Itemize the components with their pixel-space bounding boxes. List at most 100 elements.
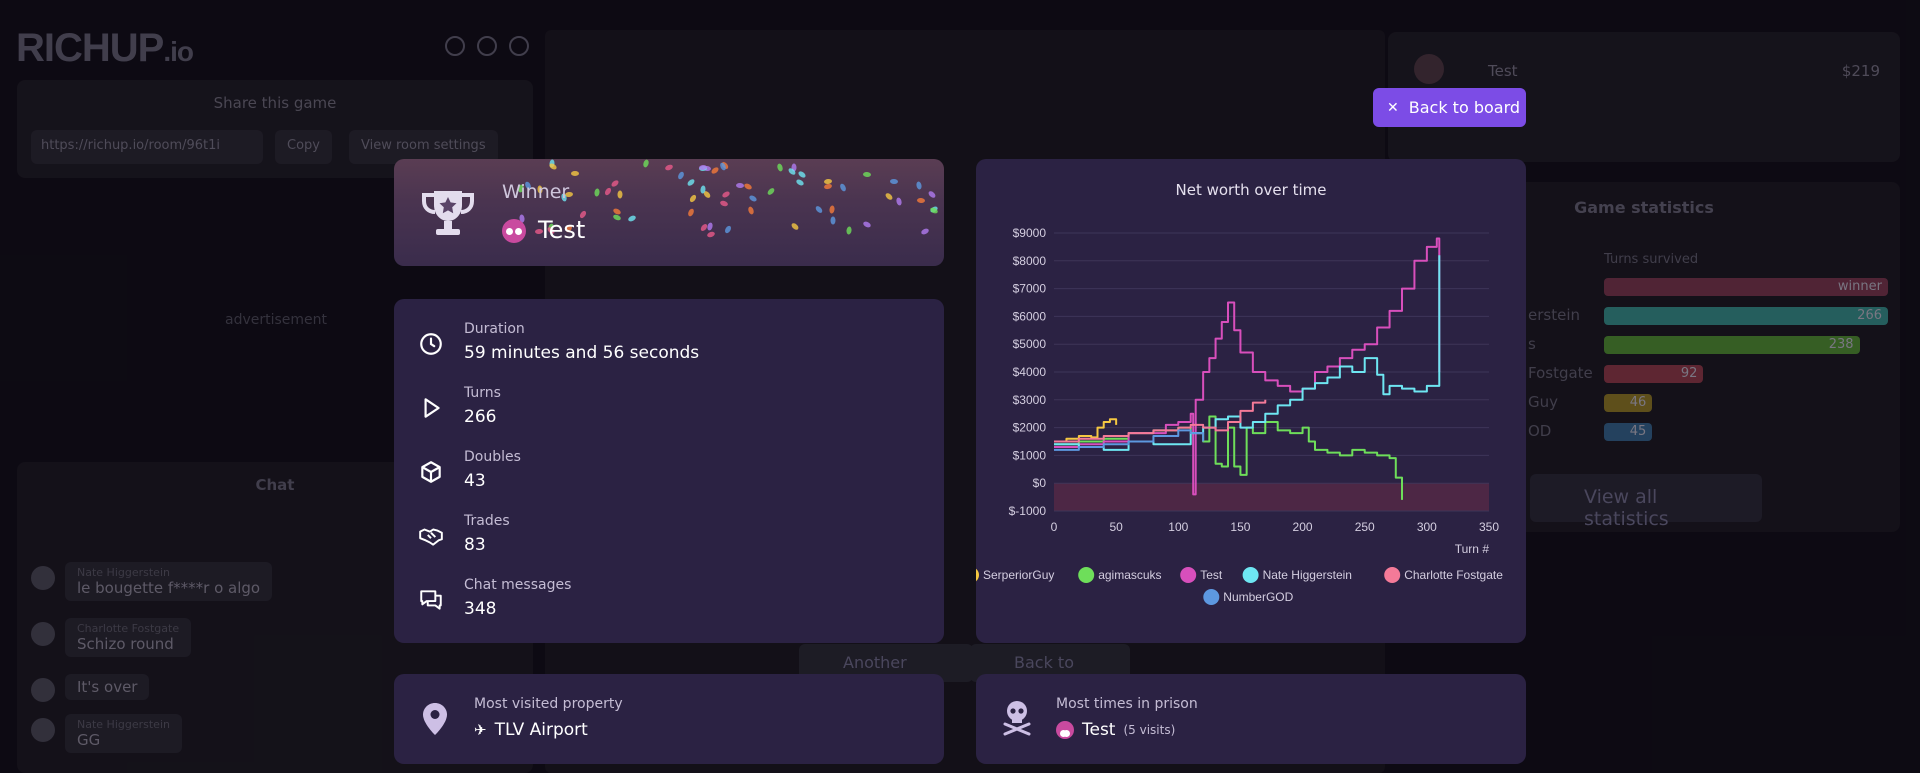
view-all-statistics-button[interactable]: View all statistics [1530,474,1762,530]
confetti-piece [710,166,720,176]
play-icon [424,398,440,418]
y-tick-label: $2000 [1013,421,1047,435]
x-tick-label: 350 [1479,520,1499,534]
confetti-piece [664,163,674,172]
confetti-piece [920,226,930,236]
stat-turns: Turns 266 [418,385,501,427]
legend-label: agimascuks [1098,568,1161,582]
y-tick-label: $8000 [1013,254,1047,268]
legend-swatch [1203,589,1220,605]
negative-zone [1054,483,1489,511]
stat-doubles: Doubles 43 [418,449,521,491]
most-prison-value: Test (5 visits) [1056,720,1175,740]
most-visited-value: ✈ TLV Airport [474,720,588,740]
chat-title: Chat [255,476,295,494]
advertisement: advertisement [225,312,328,328]
confetti-piece [823,183,833,191]
copy-button[interactable]: Copy [275,130,332,164]
player-label: erstein [1528,306,1580,324]
confetti-piece [776,163,784,173]
x-tick-label: 250 [1355,520,1375,534]
chat-message: Nate Higgerstein le bougette f****r o alg… [31,562,273,601]
handshake-icon [419,528,443,546]
confetti-piece [642,159,650,169]
legend-label: Charlotte Fostgate [1404,568,1503,582]
avatar [31,622,55,646]
confetti-piece [571,171,580,177]
player-label: Fostgate [1528,364,1593,382]
sound-icon[interactable] [509,36,529,56]
legend-swatch [1242,567,1259,583]
confetti-piece [698,164,708,170]
legend-label: Test [1200,568,1223,582]
net-worth-chart-card: Net worth over time $-1000 $0 $1000 $2000 $3… [976,159,1526,643]
most-visited-property-card: Most visited property ✈ TLV Airport [394,674,944,764]
confetti-piece [688,194,697,204]
location-pin-icon [423,703,447,735]
x-tick-label: 0 [1051,520,1058,534]
turns-survived-bar: 238 [1604,336,1860,354]
stat-duration: Duration 59 minutes and 56 seconds [418,321,699,363]
y-tick-label: $-1000 [1009,504,1047,518]
series-line [1054,418,1118,443]
confetti-piece [612,213,623,222]
winner-card: Winner Test [394,159,944,266]
legend-label: NumberGOD [1223,590,1293,604]
confetti-piece [915,181,923,191]
confetti-piece [723,224,732,235]
share-url-input[interactable]: https://richup.io/room/96t1i [31,130,263,164]
confetti-piece [828,205,835,214]
confetti-piece [890,178,899,185]
turns-survived-label: Turns survived [1604,252,1699,267]
chart-title: Net worth over time [1175,181,1327,199]
avatar [31,718,55,742]
turns-survived-bar: 92 [1604,365,1704,383]
stat-trades: Trades 83 [418,513,510,555]
chat-message: Charlotte Fostgate Schizo round [31,618,192,657]
y-tick-label: $4000 [1013,365,1047,379]
confetti-piece [719,199,729,208]
x-tick-label: 300 [1417,520,1437,534]
y-tick-label: $3000 [1013,393,1047,407]
confetti-piece [617,190,624,199]
game-stats-title: Game statistics [1574,198,1714,217]
room-settings-button[interactable]: View room settings [349,130,498,164]
confetti-piece [862,171,872,178]
avatar [1056,721,1074,739]
player-label: OD [1528,422,1552,440]
avatar [502,219,526,243]
y-tick-label: $0 [1033,476,1047,490]
stat-chat-messages: Chat messages 348 [418,577,571,619]
winner-label: Winner [502,181,570,203]
x-tick-label: 100 [1168,520,1188,534]
avatar [31,678,55,702]
x-axis-label: Turn # [1455,542,1490,556]
skull-icon [1003,701,1031,736]
confetti-piece [721,190,731,199]
help-icon[interactable] [477,36,497,56]
back-to-board-button[interactable]: ✕ Back to board [1373,88,1526,127]
discord-icon[interactable] [445,36,465,56]
top-icons [445,36,529,56]
turns-survived-bar: 46 [1604,394,1653,412]
confetti-piece [677,170,686,180]
x-tick-label: 50 [1109,520,1123,534]
chat-message: Nate Higgerstein GG [31,714,182,753]
avatar [1414,54,1444,84]
cube-icon [421,461,441,483]
confetti-piece [916,197,926,203]
net-worth-chart: $-1000 $0 $1000 $2000 $3000 $4000 $5000 $6000 $7… [976,226,1503,605]
confetti-piece [838,183,847,193]
y-tick-label: $6000 [1013,309,1047,323]
confetti-piece [814,204,824,215]
confetti-piece [687,207,696,218]
avatar [31,566,55,590]
confetti-piece [594,188,601,198]
legend-swatch [1180,567,1197,583]
confetti-piece [795,178,805,187]
series-line [1054,237,1441,496]
richup-logo[interactable]: RICHUP.io [16,26,194,70]
player-label: s [1528,335,1536,353]
confetti-piece [790,222,800,232]
